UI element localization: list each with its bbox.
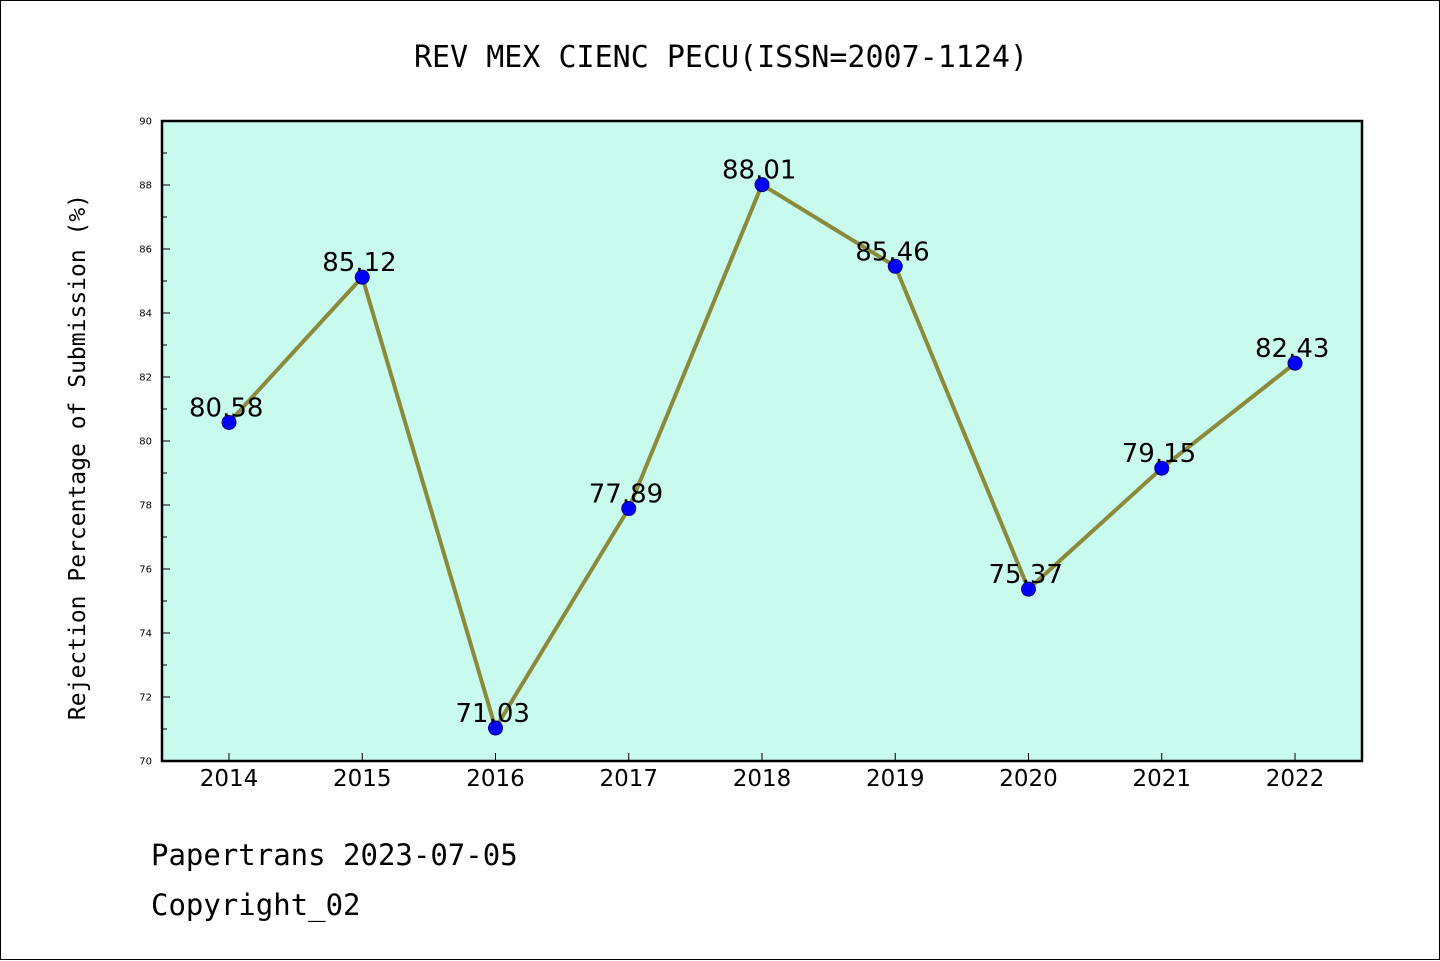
x-tick-label: 2015 [333, 766, 392, 792]
data-label: 75.37 [989, 560, 1063, 590]
x-tick-label: 2018 [733, 766, 792, 792]
y-axis-label: Rejection Percentage of Submission (%) [65, 194, 91, 720]
x-tick-label: 2017 [599, 766, 658, 792]
y-tick-label: 74 [139, 629, 152, 640]
y-tick-label: 90 [139, 117, 152, 128]
data-point-marker [754, 177, 770, 193]
data-point-marker [1021, 581, 1036, 597]
x-tick-label: 2022 [1266, 766, 1325, 792]
data-point-marker [887, 258, 903, 274]
chart-title: REV MEX CIENC PECU(ISSN=2007-1124) [414, 40, 1028, 75]
y-tick-label: 78 [139, 501, 152, 512]
data-point-marker [1154, 460, 1170, 476]
data-points [221, 177, 1303, 736]
plot-area [160, 119, 1364, 763]
y-tick-label: 80 [139, 437, 152, 448]
x-tick-label: 2019 [866, 766, 925, 792]
data-label: 79.15 [1122, 439, 1196, 469]
x-tick-label: 2016 [466, 766, 525, 792]
y-tick-label: 82 [139, 373, 152, 384]
data-label: 80.58 [189, 393, 263, 423]
y-tick-label: 70 [139, 757, 152, 768]
y-tick-label: 88 [139, 181, 152, 192]
y-tick-label: 72 [139, 693, 152, 704]
data-label: 88.01 [722, 156, 796, 186]
data-label: 82.43 [1255, 334, 1329, 364]
data-label: 71.03 [456, 699, 530, 729]
data-point-marker [221, 414, 237, 430]
data-point-marker [621, 501, 637, 517]
y-tick-label: 76 [139, 565, 152, 576]
data-label: 77.89 [589, 480, 663, 510]
footer-copyright: Copyright_02 [151, 888, 361, 923]
data-point-marker [354, 269, 370, 285]
footer-date: Papertrans 2023-07-05 [151, 838, 518, 872]
y-tick-label: 86 [139, 245, 152, 256]
data-point-marker [1287, 355, 1303, 371]
y-axis-ticks: 70 72 74 76 78 80 82 84 86 88 90 [139, 117, 170, 768]
data-labels: 80.58 85.12 71.03 77.89 88.01 85.46 75.37 79.15… [189, 156, 1329, 729]
x-axis-ticks: 2014 2015 2016 2017 2018 2019 2020 2021 2022 [200, 753, 1325, 792]
data-label: 85.12 [322, 248, 396, 278]
x-tick-label: 2014 [200, 766, 259, 792]
x-tick-label: 2020 [999, 766, 1058, 792]
x-tick-label: 2021 [1132, 766, 1191, 792]
y-tick-label: 84 [139, 309, 152, 320]
data-point-marker [488, 720, 503, 736]
data-label: 85.46 [855, 237, 929, 267]
